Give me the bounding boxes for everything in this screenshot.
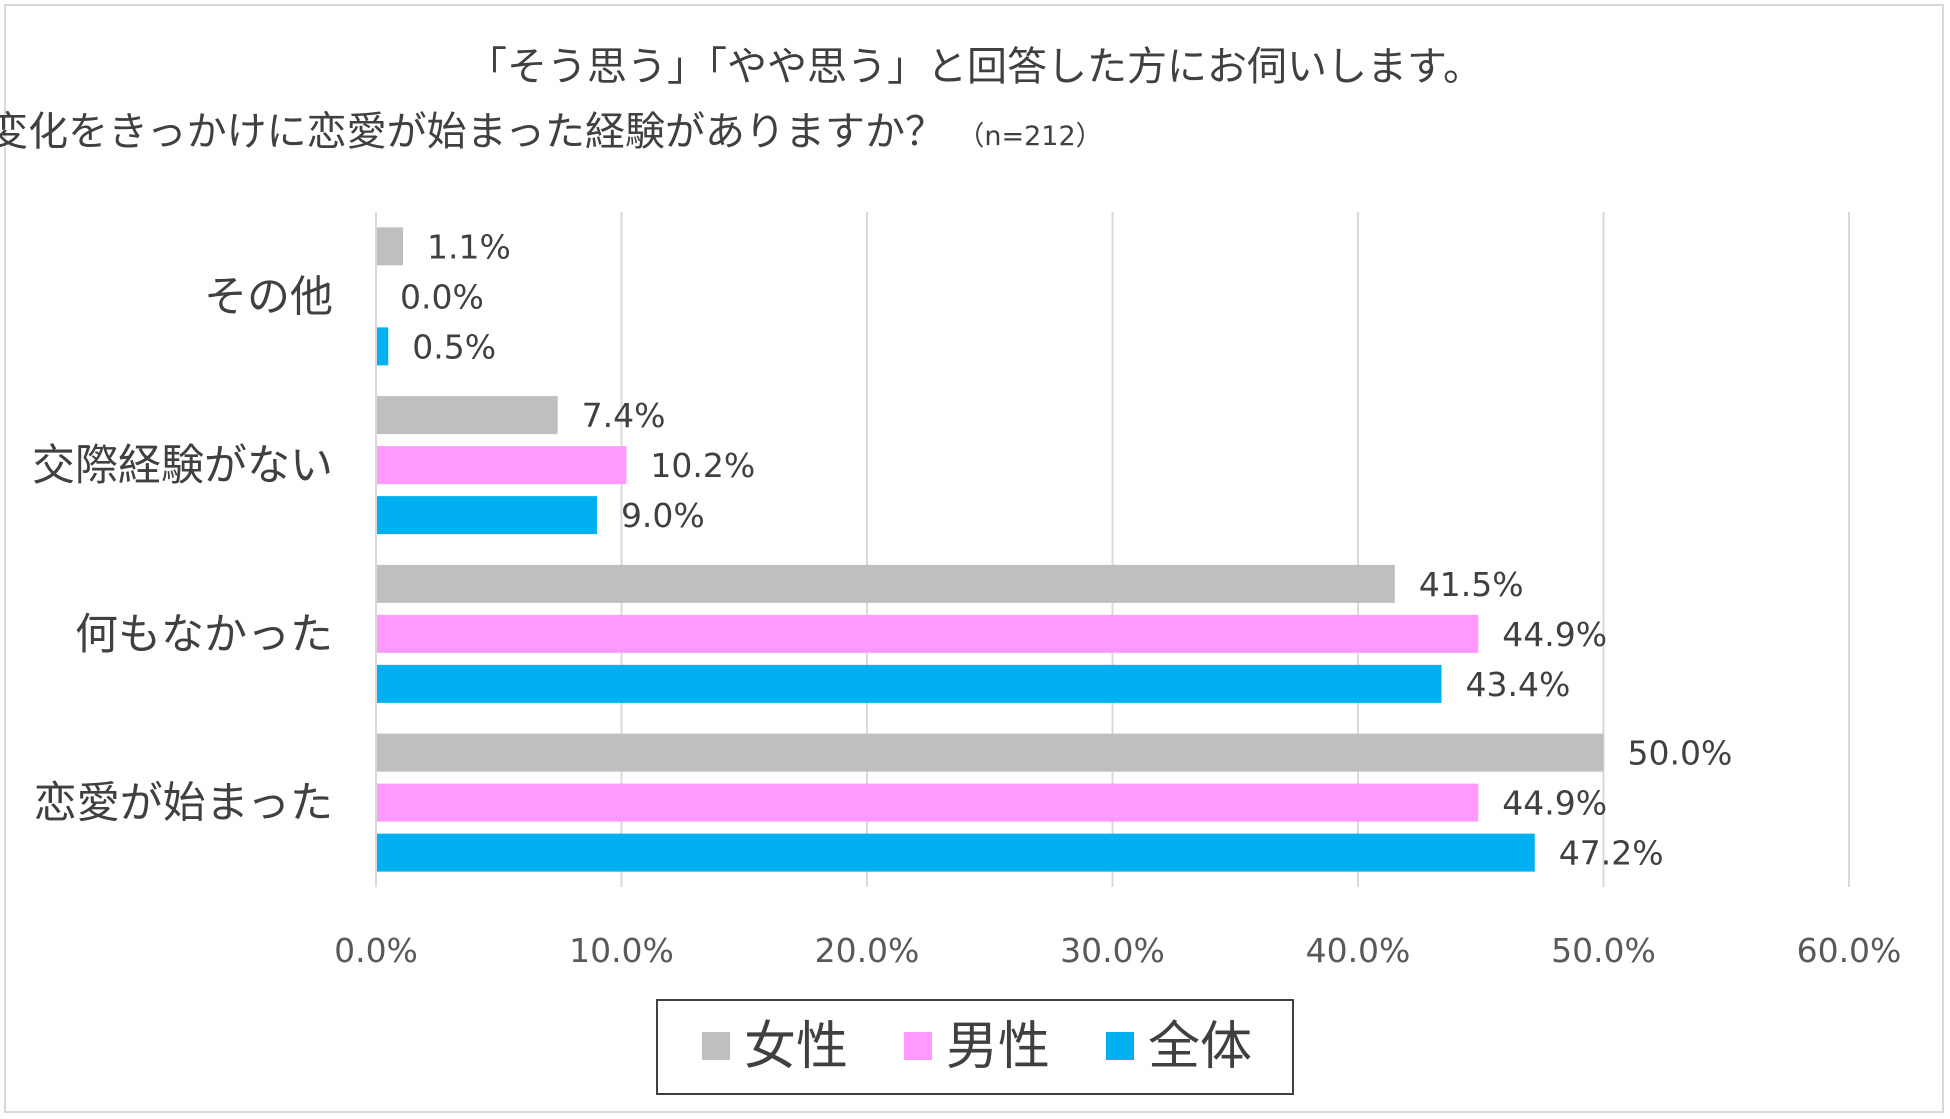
chart-title-line2: 春の環境変化をきっかけに恋愛が始まった経験がありますか？ [0, 109, 945, 155]
data-label: 44.9% [1502, 615, 1607, 654]
bar [376, 227, 404, 266]
x-tick-label: 0.0% [334, 931, 418, 970]
legend-swatch [702, 1032, 730, 1060]
legend-swatch [1106, 1032, 1134, 1060]
data-label: 1.1% [427, 227, 511, 266]
data-label: 43.4% [1465, 665, 1570, 704]
bar [376, 733, 1604, 772]
legend-label: 男性 [946, 1017, 1050, 1077]
legend-box [656, 999, 1294, 1095]
bar [376, 614, 1479, 653]
data-label: 41.5% [1419, 565, 1524, 604]
data-label: 7.4% [582, 396, 666, 435]
x-tick-label: 40.0% [1306, 931, 1411, 970]
bars [376, 227, 1604, 872]
bar [376, 833, 1535, 872]
bar [376, 783, 1479, 822]
category-label: 恋愛が始まった [34, 779, 333, 829]
legend: 女性 男性 全体 [656, 999, 1294, 1095]
x-tick-label: 50.0% [1551, 931, 1656, 970]
gridlines [620, 212, 1850, 887]
data-label: 0.0% [400, 277, 484, 316]
data-labels: 1.1% 0.0% 0.5% 7.4% 10.2% 9.0% 41.5% 44.9% 43.4%… [400, 227, 1732, 872]
legend-swatch [904, 1032, 932, 1060]
data-label: 9.0% [621, 496, 705, 535]
data-label: 10.2% [650, 446, 755, 485]
bar [376, 496, 597, 535]
data-label: 0.5% [412, 327, 496, 366]
category-label: 何もなかった [75, 610, 333, 660]
x-tick-label: 20.0% [815, 931, 920, 970]
chart-title-line1: 「そう思う」「やや思う」と回答した方にお伺いします。 [467, 44, 1483, 90]
bar [376, 664, 1442, 703]
chart-title-note: （n=212） [957, 121, 1102, 152]
chart-frame [4, 4, 1944, 1113]
bar [376, 327, 389, 366]
x-tick-label: 60.0% [1797, 931, 1902, 970]
data-label: 47.2% [1559, 834, 1664, 873]
axes: 0.0% 10.0% 20.0% 30.0% 40.0% 50.0% 60.0% その他交際経… [32, 212, 1901, 970]
bar [376, 564, 1395, 603]
bar [376, 446, 627, 485]
legend-label: 女性 [744, 1017, 848, 1077]
data-label: 50.0% [1628, 734, 1733, 773]
data-label: 44.9% [1502, 784, 1607, 823]
category-label: 交際経験がない [32, 441, 333, 491]
bar [376, 396, 558, 435]
x-tick-label: 30.0% [1060, 931, 1165, 970]
x-tick-label: 10.0% [569, 931, 674, 970]
category-label: その他 [204, 272, 333, 322]
legend-label: 全体 [1148, 1017, 1252, 1077]
